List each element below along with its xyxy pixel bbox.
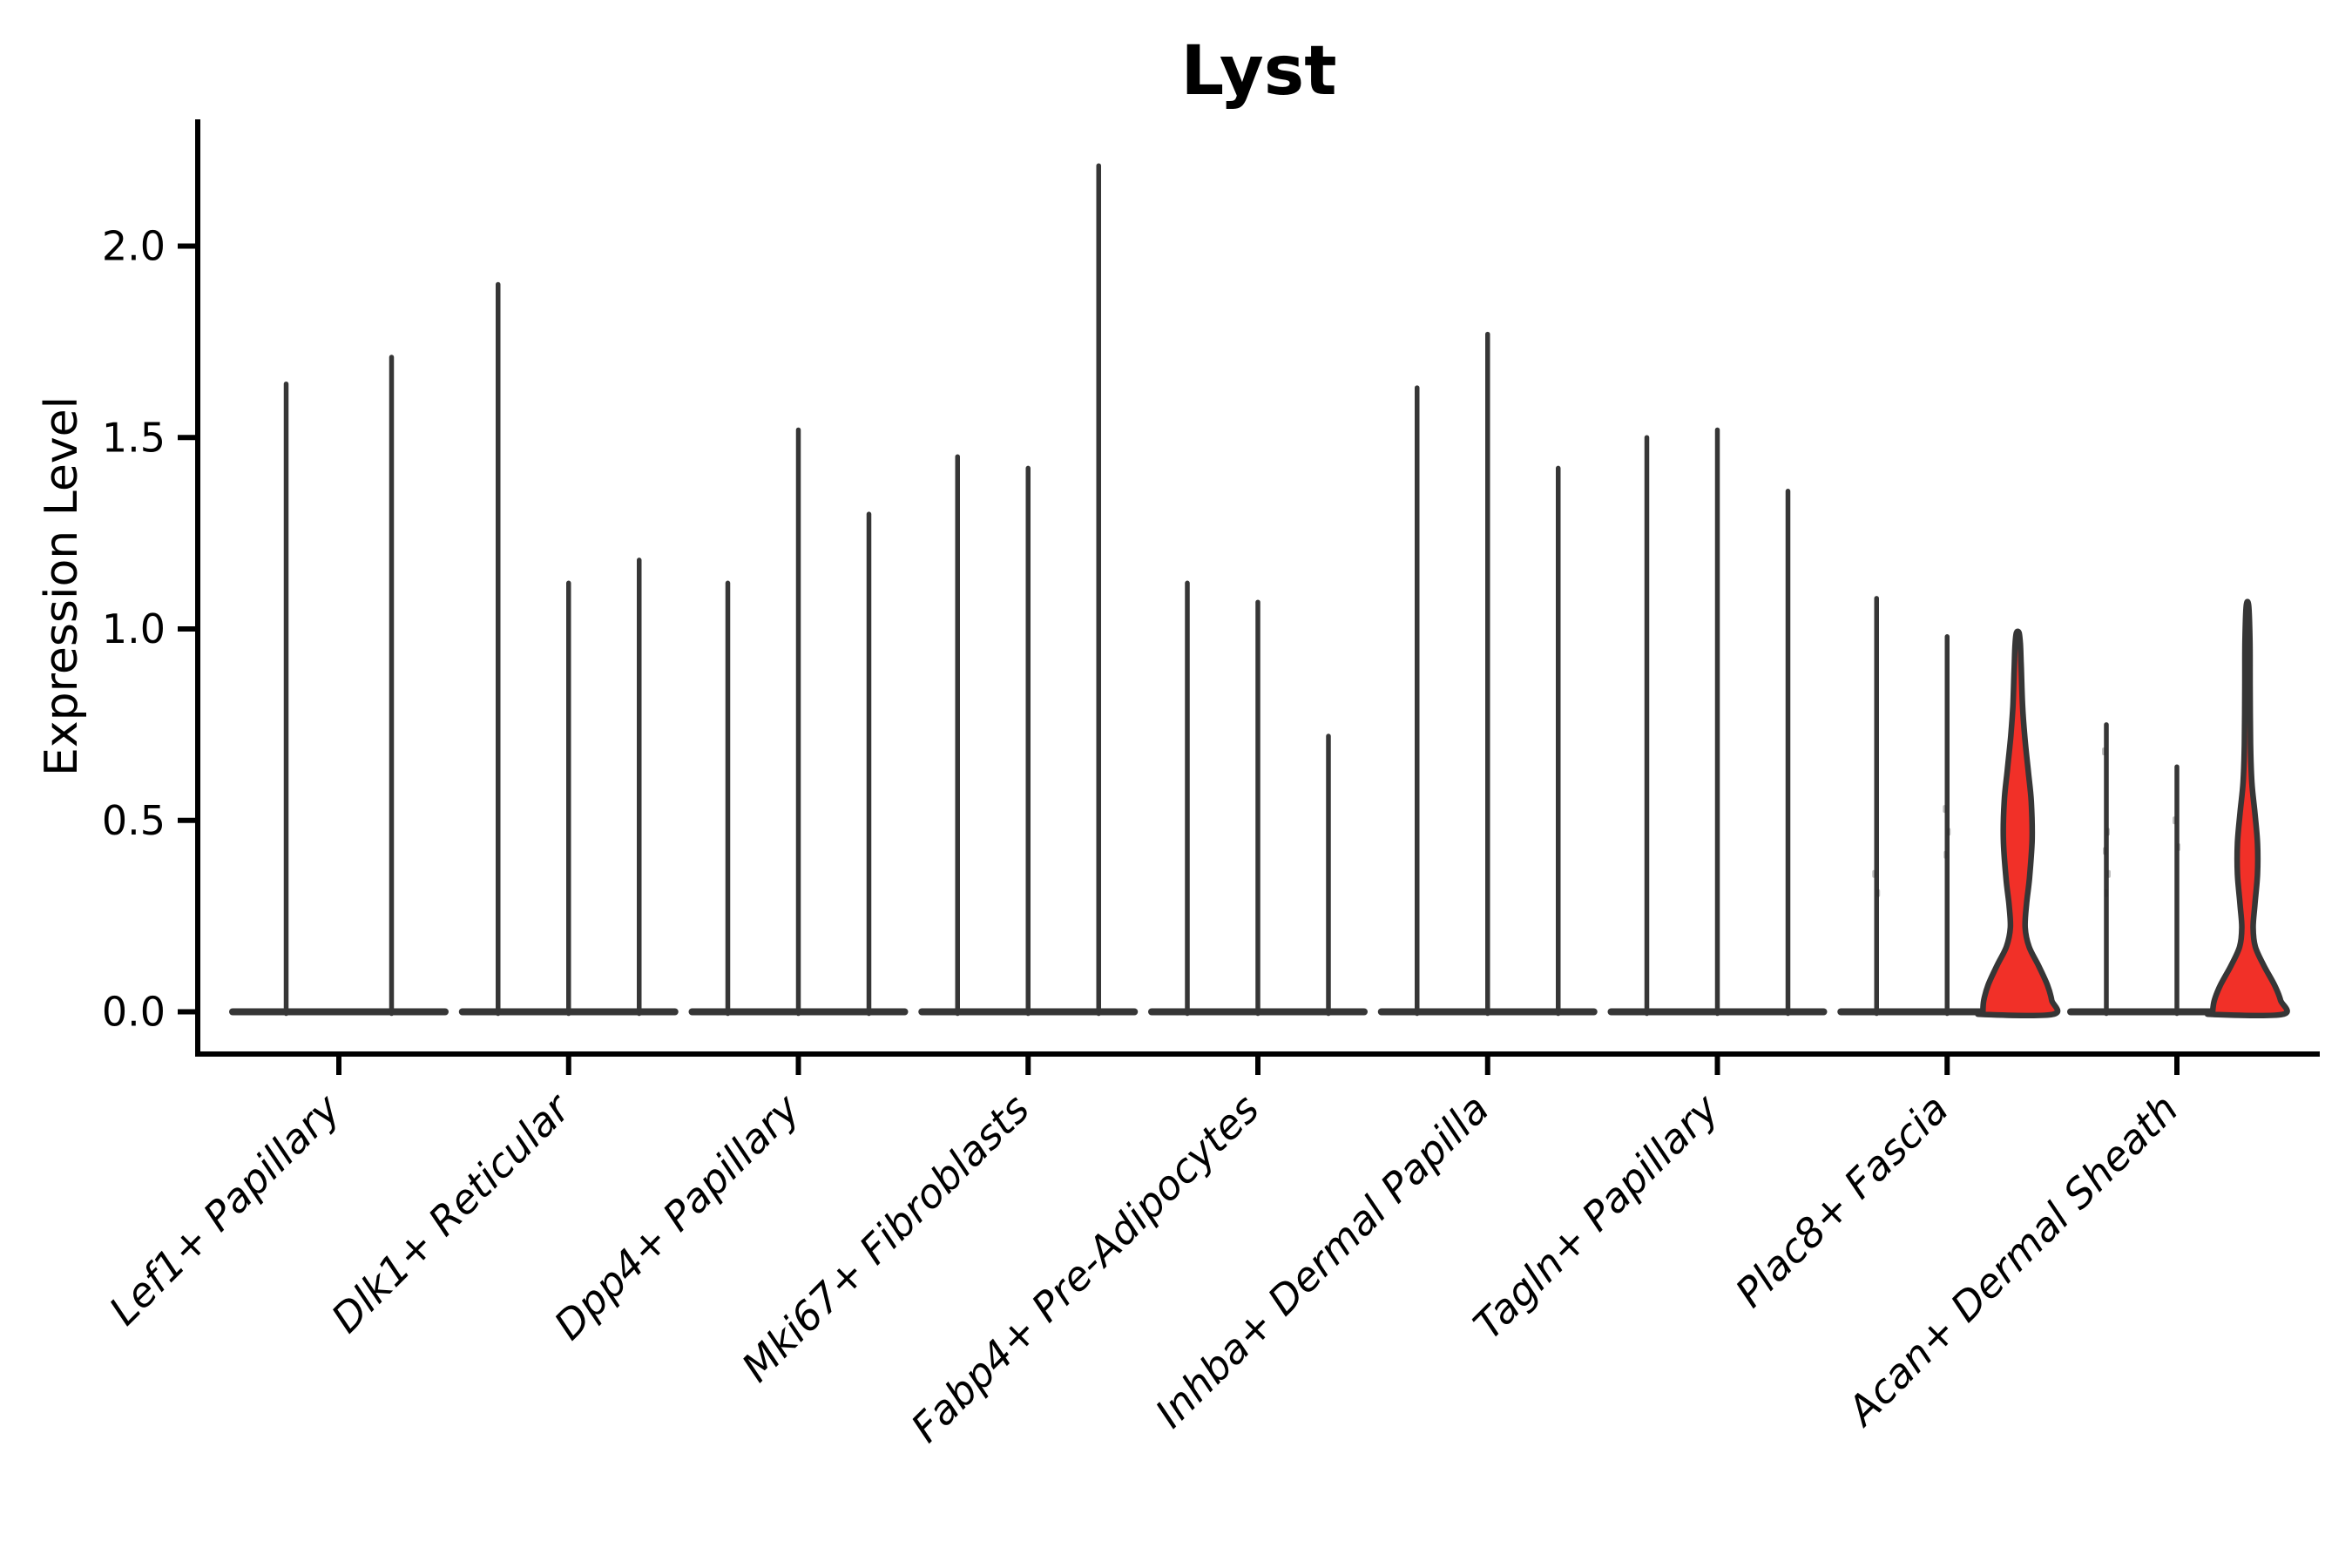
violin-filled — [1975, 628, 2061, 1019]
jitter-dot — [2102, 747, 2105, 756]
jitter-dot — [1943, 805, 1947, 814]
x-tick-label: Dpp4+ Papillary — [545, 1085, 809, 1348]
jitter-dot — [2103, 847, 2106, 855]
jitter-dot — [2106, 828, 2110, 836]
x-tick-label: Dlk1+ Reticular — [322, 1083, 581, 1342]
x-tick-label: Lef1+ Papillary — [100, 1085, 349, 1334]
jitter-dot — [1876, 889, 1881, 897]
violin-filled — [2204, 598, 2290, 1019]
jitter-dot — [1872, 869, 1876, 878]
x-tick-label: Tagln+ Papillary — [1464, 1085, 1728, 1348]
jitter-dot — [1947, 828, 1951, 836]
y-tick-label: 0.0 — [102, 989, 166, 1036]
y-tick-label: 0.5 — [102, 797, 166, 844]
chart-title: Lyst — [1181, 32, 1337, 111]
y-tick-label: 1.0 — [102, 605, 166, 652]
y-tick-label: 1.5 — [102, 414, 166, 461]
y-tick-label: 2.0 — [102, 223, 166, 270]
jitter-dot — [2107, 869, 2111, 878]
jitter-dot — [2105, 889, 2108, 897]
jitter-dot — [1943, 850, 1948, 859]
jitter-dot — [2177, 843, 2180, 852]
x-tick-label: Plac8+ Fascia — [1727, 1085, 1957, 1316]
jitter-dot — [2173, 816, 2176, 825]
y-axis-label: Expression Level — [36, 396, 88, 776]
